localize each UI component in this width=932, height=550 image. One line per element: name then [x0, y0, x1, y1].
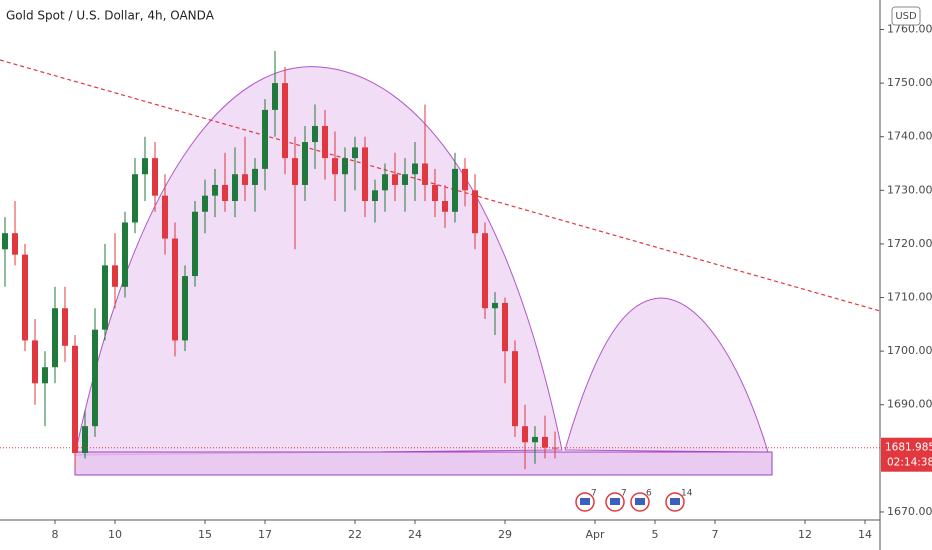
candle-body — [322, 125, 328, 159]
cup-arc — [74, 66, 563, 456]
currency-label: USD — [895, 11, 917, 22]
candle-body — [32, 340, 38, 384]
y-tick-label: 1710.000 — [887, 291, 932, 304]
x-tick-label: 7 — [712, 528, 719, 541]
candle-body — [82, 426, 88, 453]
y-tick-label: 1740.000 — [887, 130, 932, 143]
y-tick-label: 1760.000 — [887, 22, 932, 35]
candle-body — [542, 436, 548, 448]
candle-body — [42, 367, 48, 384]
y-tick-label: 1700.000 — [887, 344, 932, 357]
x-tick-label: 29 — [498, 528, 512, 541]
candle-body — [452, 168, 458, 212]
candle-body — [502, 302, 508, 352]
candle-body — [112, 265, 118, 287]
candle-body — [362, 147, 368, 202]
event-count: 7 — [621, 489, 627, 499]
y-tick-label: 1690.000 — [887, 398, 932, 411]
event-flag-icon — [610, 498, 620, 505]
candle-body — [242, 174, 248, 185]
candle-body — [212, 184, 218, 196]
candle-body — [432, 184, 438, 202]
candle-body — [172, 238, 178, 341]
y-tick-label: 1720.000 — [887, 237, 932, 250]
x-tick-label: 15 — [198, 528, 212, 541]
candle-body — [312, 125, 318, 143]
support-zone — [74, 451, 773, 476]
event-flag-icon — [635, 498, 645, 505]
candle-body — [332, 158, 338, 175]
candle-body — [302, 142, 308, 185]
candle-body — [222, 184, 228, 202]
candle-body — [52, 308, 58, 368]
x-tick-label: 17 — [258, 528, 272, 541]
candle-body — [182, 276, 188, 341]
candle-body — [522, 426, 528, 443]
currency-box — [891, 6, 921, 26]
candle-body — [232, 174, 238, 202]
x-tick-label: 24 — [408, 528, 422, 541]
drawings — [0, 59, 881, 476]
candle-body — [442, 201, 448, 212]
candle-body — [372, 190, 378, 202]
candle-body — [72, 345, 78, 453]
chart-title: Gold Spot / U.S. Dollar, 4h, OANDA — [6, 9, 215, 23]
candle-body — [412, 163, 418, 175]
candle-body — [482, 233, 488, 309]
candle-body — [62, 308, 68, 346]
price-tag-label: 1681.985 — [885, 442, 932, 454]
candle-body — [122, 222, 128, 287]
event-flag-icon — [670, 498, 680, 505]
candle-body — [342, 158, 348, 175]
candle-body — [392, 174, 398, 185]
candle-body — [492, 302, 498, 309]
trend-line — [0, 59, 881, 312]
y-tick-label: 1670.000 — [887, 505, 932, 518]
event-count: 6 — [646, 489, 652, 499]
price-tag — [881, 437, 932, 472]
x-tick-label: 12 — [798, 528, 812, 541]
candle-body — [272, 83, 278, 110]
candle-body — [352, 147, 358, 159]
candle-body — [102, 265, 108, 330]
x-tick-label: 8 — [52, 528, 59, 541]
candle-body — [132, 174, 138, 223]
candle-body — [152, 158, 158, 196]
candle-body — [192, 211, 198, 277]
candle-body — [512, 351, 518, 427]
candle-body — [382, 174, 388, 191]
candle-body — [2, 233, 8, 250]
candle-body — [402, 174, 408, 185]
candle-body — [12, 233, 18, 255]
candle-body — [462, 168, 468, 191]
candle-body — [22, 254, 28, 341]
candle-body — [282, 83, 288, 159]
candle-body — [292, 158, 298, 185]
y-tick-label: 1730.000 — [887, 183, 932, 196]
candle-body — [92, 329, 98, 427]
handle-arc — [564, 297, 769, 453]
candle-body — [472, 190, 478, 234]
x-tick-label: 22 — [348, 528, 362, 541]
countdown-label: 02:14:38 — [887, 457, 932, 469]
x-tick-label: 14 — [858, 528, 872, 541]
candle-body — [252, 168, 258, 185]
x-tick-label: 5 — [652, 528, 659, 541]
candle-body — [202, 195, 208, 212]
event-count: 7 — [591, 489, 597, 499]
candle-body — [532, 436, 538, 443]
event-flag-icon — [580, 498, 590, 505]
candle-body — [422, 163, 428, 185]
event-count: 14 — [681, 489, 693, 499]
candle-body — [142, 158, 148, 175]
x-tick-label: 10 — [108, 528, 122, 541]
candle-body — [162, 195, 168, 239]
x-tick-label: Apr — [585, 528, 605, 541]
y-tick-label: 1750.000 — [887, 76, 932, 89]
candle-body — [262, 109, 268, 169]
